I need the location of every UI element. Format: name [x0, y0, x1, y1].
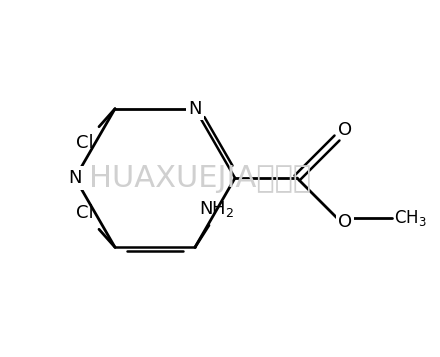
Text: N: N: [188, 100, 202, 118]
Text: Cl: Cl: [76, 204, 94, 222]
Text: O: O: [338, 121, 352, 139]
Text: Cl: Cl: [76, 134, 94, 152]
Text: N: N: [68, 169, 82, 187]
Text: CH$_3$: CH$_3$: [394, 208, 426, 228]
Text: NH$_2$: NH$_2$: [199, 199, 235, 219]
Text: HUAXUEJIA化学加: HUAXUEJIA化学加: [89, 164, 311, 192]
Text: O: O: [338, 213, 352, 231]
